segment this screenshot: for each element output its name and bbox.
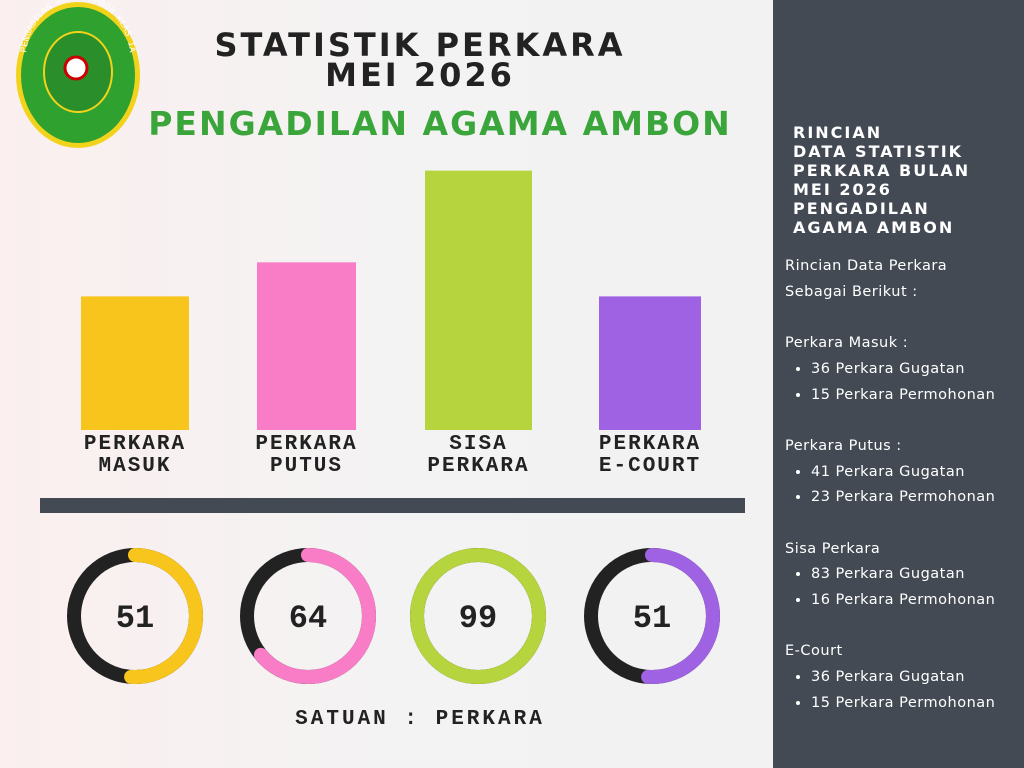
item-list: 36 Perkara Gugatan15 Perkara Permohonan <box>785 357 995 408</box>
list-item: 36 Perkara Gugatan <box>811 665 995 691</box>
sidebar-title-line: AGAMA AMBON <box>793 218 955 237</box>
spacer <box>785 305 995 331</box>
item-list: 41 Perkara Gugatan23 Perkara Permohonan <box>785 460 995 511</box>
chart-title: STATISTIK PERKARA <box>214 26 626 64</box>
ring-label: 64 <box>289 600 327 637</box>
intro-line: Sebagai Berikut : <box>785 283 918 300</box>
chart: PENGADILAN AGAMA AMBON KLAS IA 51 64 99 51 <box>16 0 745 684</box>
intro-line: Rincian Data Perkara <box>785 258 948 274</box>
ring-label: 51 <box>116 600 154 637</box>
sidebar-title-line: RINCIAN <box>793 123 883 142</box>
ring-arc <box>240 548 376 684</box>
ring-arc <box>410 548 546 684</box>
ring-arc <box>584 548 720 684</box>
logo: PENGADILAN AGAMA AMBON KLAS IA <box>16 0 140 148</box>
sidebar: RINCIAN DATA STATISTIK PERKARA BULAN MEI 20… <box>773 0 1024 768</box>
sidebar-title-line: MEI 2026 <box>793 180 892 199</box>
bar <box>599 296 701 430</box>
ring-label: 99 <box>459 600 497 637</box>
chart-subtitle: MEI 2026 <box>325 56 515 94</box>
sidebar-title: RINCIAN DATA STATISTIK PERKARA BULAN MEI 20… <box>793 123 970 237</box>
section-heading: Perkara Masuk : <box>785 335 909 352</box>
bar <box>257 262 356 430</box>
section-heading: Perkara Putus : <box>785 437 902 454</box>
x-tick-label: PERKARA E-COURT <box>598 433 702 478</box>
list-item: 41 Perkara Gugatan <box>811 460 995 486</box>
x-tick-label: PERKARA PUTUS <box>255 433 358 478</box>
section-heading: Sisa Perkara <box>785 540 881 557</box>
list-item: 36 Perkara Gugatan <box>811 357 995 383</box>
list-item: 83 Perkara Gugatan <box>811 562 995 588</box>
list-item: 15 Perkara Permohonan <box>811 383 995 409</box>
ring-arc <box>67 548 203 684</box>
x-tick-label: PERKARA MASUK <box>83 433 187 478</box>
ring-label: 51 <box>633 600 671 637</box>
bar <box>425 170 532 430</box>
unit-note: SATUAN : PERKARA <box>295 708 545 731</box>
list-item: 15 Perkara Permohonan <box>811 691 995 717</box>
section-heading: E-Court <box>785 643 843 660</box>
organization: PENGADILAN AGAMA AMBON <box>148 104 732 143</box>
sidebar-body: Rincian Data Perkara Sebagai Berikut : Per… <box>785 254 995 742</box>
sidebar-title-line: DATA STATISTIK <box>793 142 964 161</box>
list-item: 16 Perkara Permohonan <box>811 588 995 614</box>
item-list: 36 Perkara Gugatan15 Perkara Permohonan <box>785 665 995 716</box>
sidebar-title-line: PENGADILAN <box>793 199 930 218</box>
item-list: 83 Perkara Gugatan16 Perkara Permohonan <box>785 562 995 613</box>
x-tick-label: SISA PERKARA <box>427 433 530 478</box>
sidebar-title-line: PERKARA BULAN <box>793 161 971 180</box>
list-item: 23 Perkara Permohonan <box>811 485 995 511</box>
divider <box>40 498 745 513</box>
bar <box>81 296 189 430</box>
